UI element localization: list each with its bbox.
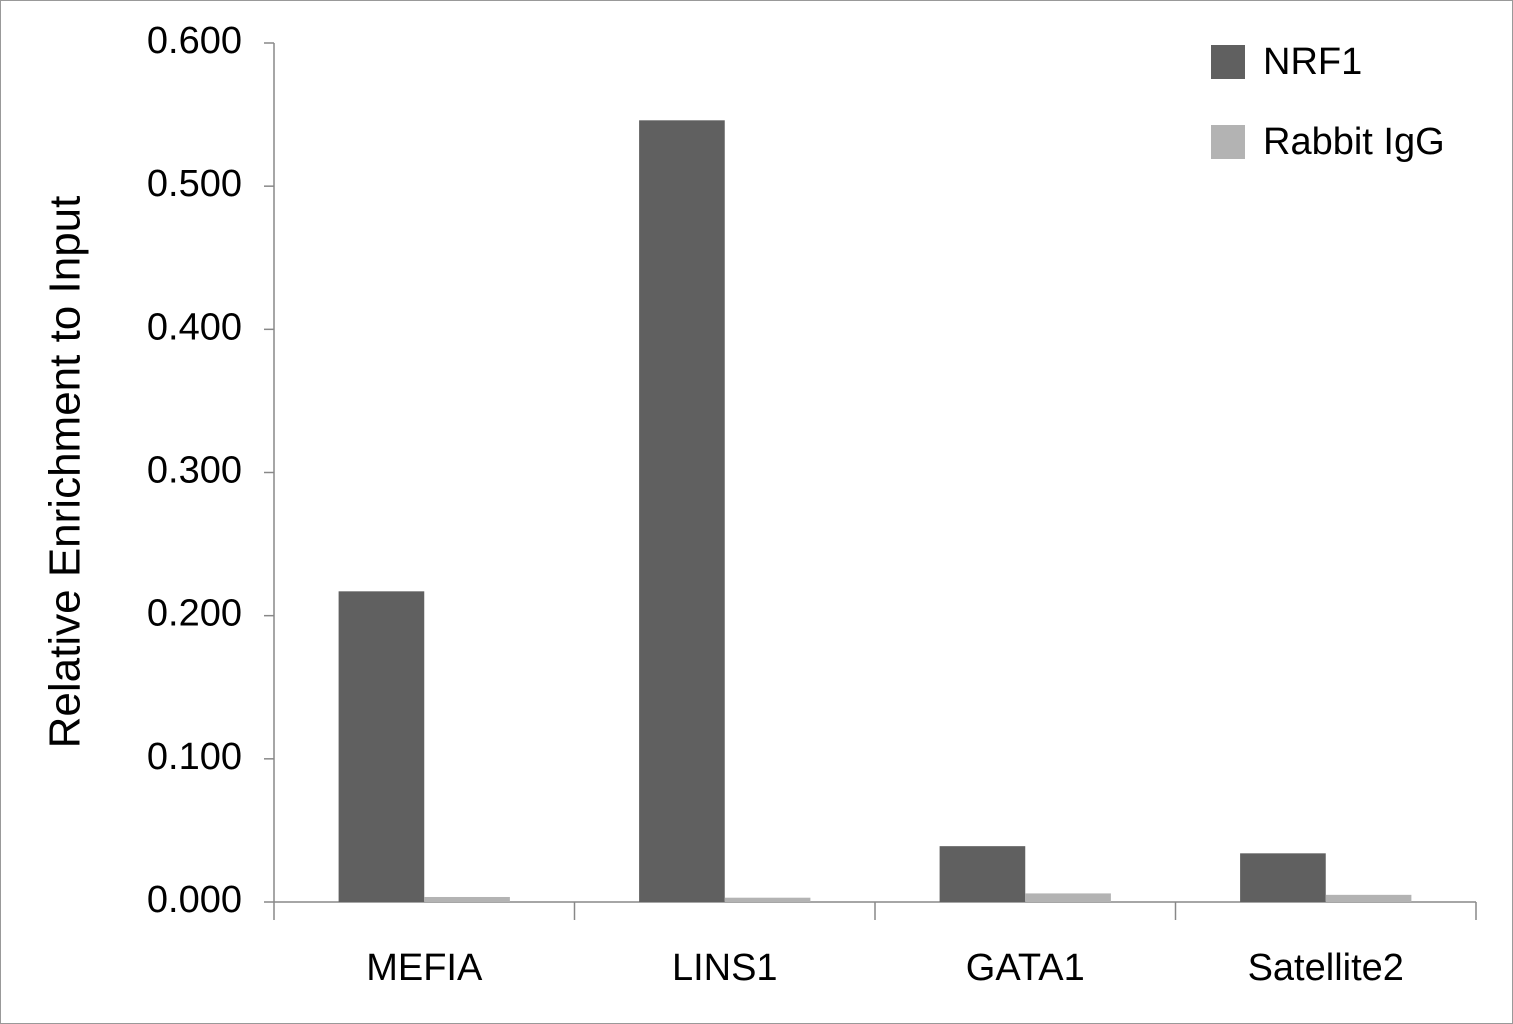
x-tick-label: LINS1 — [672, 947, 778, 989]
legend-swatch — [1211, 45, 1245, 79]
bar — [1025, 893, 1111, 902]
x-tick-label: GATA1 — [966, 947, 1085, 989]
bar — [338, 591, 425, 902]
y-tick-label: 0.600 — [147, 20, 242, 62]
bar — [639, 120, 725, 902]
legend-label: Rabbit IgG — [1263, 121, 1445, 163]
legend-swatch — [1211, 125, 1245, 159]
y-tick-label: 0.100 — [147, 736, 242, 778]
y-tick-label: 0.500 — [147, 163, 242, 205]
bar — [424, 896, 510, 902]
bar — [1240, 853, 1326, 902]
bar — [939, 846, 1026, 902]
y-axis-title: Relative Enrichment to Input — [41, 196, 90, 749]
legend-label: NRF1 — [1263, 41, 1362, 83]
x-tick-label: Satellite2 — [1248, 947, 1404, 989]
bar — [1325, 894, 1412, 902]
y-tick-label: 0.000 — [147, 879, 242, 921]
bar — [724, 897, 811, 902]
y-tick-label: 0.400 — [147, 306, 242, 348]
y-tick-label: 0.200 — [147, 593, 242, 635]
y-tick-label: 0.300 — [147, 450, 242, 492]
x-tick-label: MEFIA — [366, 947, 483, 989]
